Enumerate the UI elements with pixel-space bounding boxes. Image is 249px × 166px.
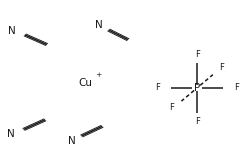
Text: N: N — [8, 26, 16, 36]
Text: F: F — [155, 83, 160, 92]
Text: Cu: Cu — [78, 78, 92, 88]
Text: N: N — [95, 20, 103, 30]
Text: N: N — [7, 129, 14, 139]
Text: F: F — [219, 63, 224, 73]
Text: F: F — [169, 103, 174, 112]
Text: F: F — [234, 83, 239, 92]
Text: F: F — [195, 50, 199, 59]
Text: F: F — [195, 117, 199, 126]
Text: P: P — [194, 83, 200, 93]
Text: +: + — [95, 72, 101, 78]
Text: N: N — [68, 136, 75, 146]
